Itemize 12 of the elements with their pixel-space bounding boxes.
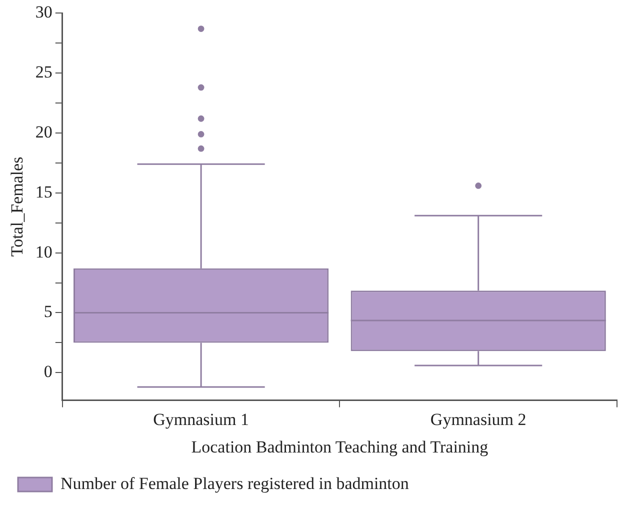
y-tick-label: 25 (35, 62, 52, 82)
y-tick-label: 0 (44, 362, 52, 382)
y-tick-label: 5 (44, 302, 52, 322)
legend-label: Number of Female Players registered in badminton (60, 474, 410, 493)
x-tick-label: Gymnasium 1 (153, 410, 249, 429)
x-tick-label: Gymnasium 2 (430, 410, 526, 429)
y-tick-label: 20 (35, 122, 52, 142)
y-tick-label: 10 (35, 242, 52, 262)
y-tick-label: 30 (35, 2, 52, 22)
x-axis-title: Location Badminton Teaching and Training (191, 437, 489, 456)
y-tick-label: 15 (35, 182, 52, 202)
y-axis-title: Total_Females (8, 156, 27, 257)
